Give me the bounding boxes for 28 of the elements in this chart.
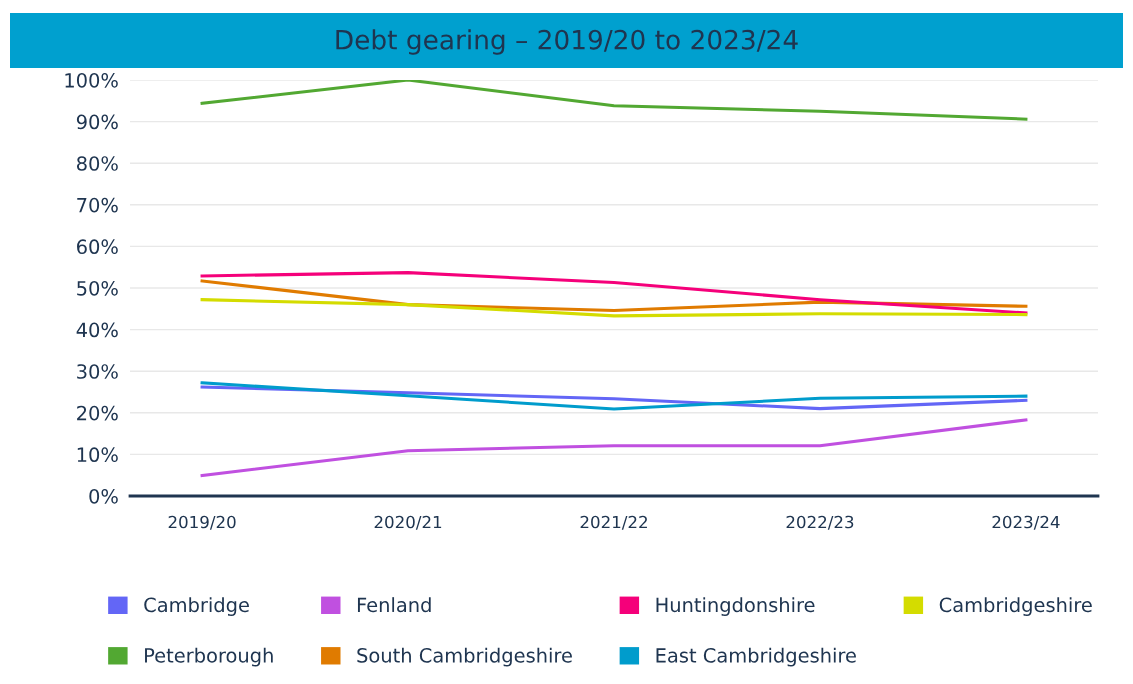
legend-label: East Cambridgeshire	[656, 647, 856, 667]
line-series	[200, 271, 1028, 315]
line-series	[200, 80, 1028, 121]
y-tick-label: 0%	[89, 488, 118, 504]
legend-label: Fenland	[357, 597, 431, 613]
x-tick-label: 2021/22	[580, 515, 647, 530]
line-series	[200, 298, 1028, 318]
x-tick-label: 2019/20	[168, 515, 236, 530]
legend-label: Huntingdonshire	[656, 597, 815, 616]
y-tick-label: 10%	[77, 447, 118, 463]
y-tick-label: 20%	[77, 405, 118, 421]
legend-label: South Cambridgeshire	[357, 647, 572, 667]
x-tick-label: 2022/23	[786, 515, 854, 530]
legend-label: Cambridge	[144, 597, 249, 616]
y-tick-label: 100%	[65, 72, 118, 88]
x-tick-label: 2023/24	[992, 515, 1060, 530]
legend-label: Cambridgeshire	[939, 597, 1092, 616]
legend-label: Peterborough	[145, 647, 273, 667]
x-tick-label: 2020/21	[374, 515, 442, 530]
y-tick-label: 60%	[77, 239, 118, 255]
y-tick-label: 80%	[76, 156, 118, 171]
y-tick-label: 40%	[76, 322, 118, 338]
y-tick-label: 30%	[77, 364, 118, 379]
y-tick-label: 70%	[77, 197, 118, 213]
y-tick-label: 90%	[76, 114, 118, 130]
y-tick-label: 50%	[77, 280, 118, 296]
line-series	[200, 418, 1028, 478]
chart-title: Debt gearing – 2019/20 to 2023/24	[336, 29, 798, 55]
